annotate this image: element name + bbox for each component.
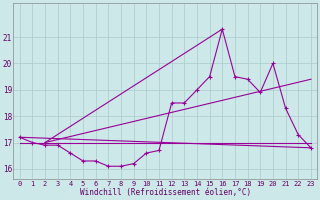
X-axis label: Windchill (Refroidissement éolien,°C): Windchill (Refroidissement éolien,°C) <box>80 188 251 197</box>
